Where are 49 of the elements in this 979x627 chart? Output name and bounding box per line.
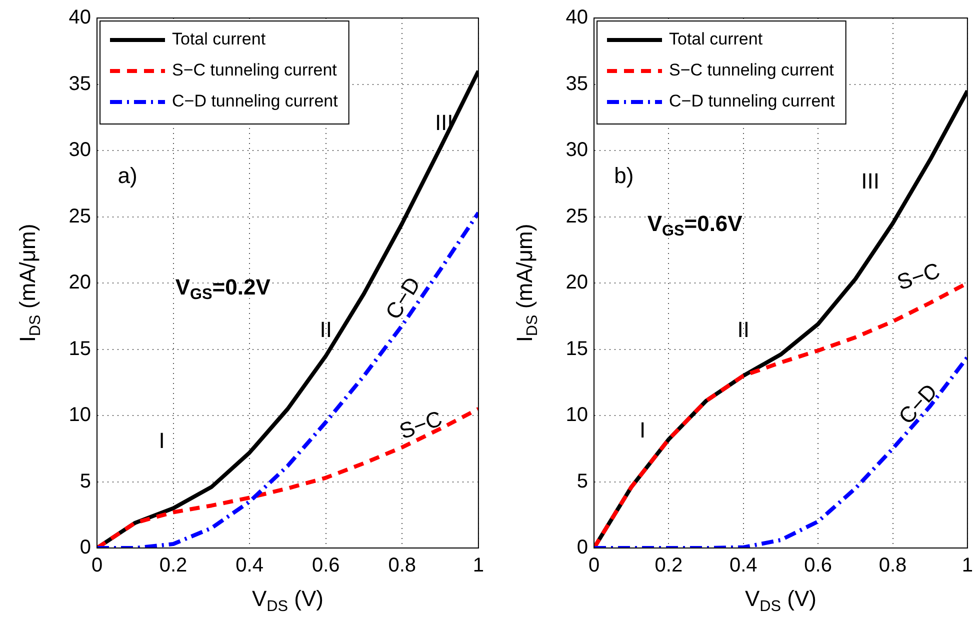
legend-label: S−C tunneling current xyxy=(172,60,338,80)
x-tick-label: 0.8 xyxy=(388,554,416,577)
y-tick-label: 0 xyxy=(576,536,588,559)
y-tick-label: 15 xyxy=(566,338,588,360)
annotation: II xyxy=(737,316,750,342)
annotation: III xyxy=(861,168,880,194)
annotation: S−C xyxy=(894,258,944,295)
y-tick-label: 0 xyxy=(80,536,91,559)
y-tick-label: 40 xyxy=(68,6,91,29)
y-tick-label: 35 xyxy=(68,72,91,95)
legend-label: Total current xyxy=(172,30,266,49)
x-tick-label: 1 xyxy=(962,554,973,577)
y-axis-title: IDS (mA/μm) xyxy=(512,224,541,342)
annotation: C−D xyxy=(894,378,942,429)
line-series xyxy=(97,406,478,548)
legend-label: C−D tunneling current xyxy=(669,92,836,111)
annotation: a) xyxy=(118,163,138,188)
x-tick-label: 0.6 xyxy=(312,554,340,577)
x-tick-label: 0.8 xyxy=(878,554,907,577)
y-tick-label: 10 xyxy=(566,404,588,426)
legend-label: C−D tunneling current xyxy=(172,92,338,111)
y-tick-label: 20 xyxy=(68,272,91,294)
x-tick-label: 1 xyxy=(472,554,484,577)
x-tick-label: 0.4 xyxy=(729,554,758,577)
x-tick-label: 0.4 xyxy=(236,554,264,577)
y-tick-label: 20 xyxy=(566,272,588,294)
annotation: I xyxy=(158,428,165,454)
annotation: II xyxy=(320,316,332,342)
y-tick-label: 25 xyxy=(566,205,588,228)
x-tick-label: 0.6 xyxy=(804,554,832,577)
legend-label: S−C tunneling current xyxy=(669,60,834,80)
line-series xyxy=(594,355,968,548)
y-tick-label: 40 xyxy=(566,6,588,29)
x-tick-label: 0.2 xyxy=(159,554,188,577)
x-tick-label: 0.2 xyxy=(654,554,683,577)
y-axis-title: IDS (mA/μm) xyxy=(15,224,44,342)
y-tick-label: 10 xyxy=(68,404,91,426)
y-tick-label: 35 xyxy=(566,72,588,95)
annotation: S−C xyxy=(396,406,446,444)
legend-label: Total current xyxy=(669,30,763,49)
y-tick-label: 25 xyxy=(68,205,91,228)
y-tick-label: 5 xyxy=(576,470,588,492)
y-tick-label: 5 xyxy=(80,470,91,492)
y-tick-label: 30 xyxy=(566,139,588,162)
y-tick-label: 30 xyxy=(68,139,91,162)
line-series xyxy=(97,210,478,548)
y-tick-label: 15 xyxy=(68,338,91,360)
annotation: b) xyxy=(614,163,634,188)
annotation: I xyxy=(639,417,646,442)
